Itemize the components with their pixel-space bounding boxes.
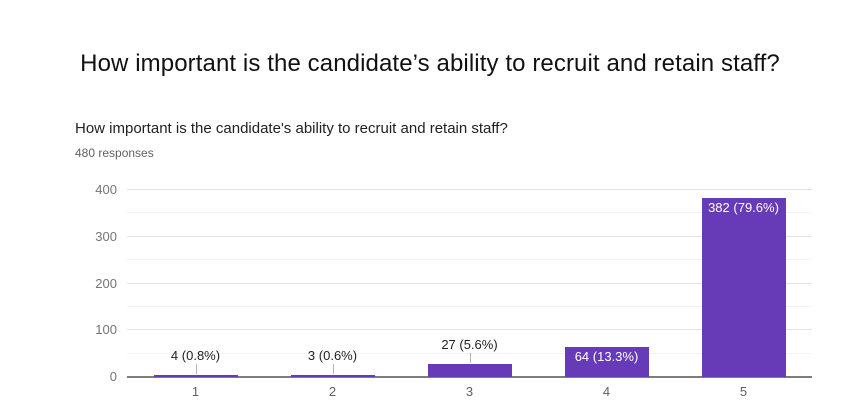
- y-axis-tick-label: 400: [95, 182, 117, 197]
- x-axis-tick-label: 4: [602, 384, 611, 399]
- major-gridline: [127, 329, 812, 331]
- bar-value-label: 4 (0.8%): [170, 348, 221, 363]
- label-connector-line: [469, 353, 471, 364]
- x-axis-tick-label: 5: [739, 384, 748, 399]
- minor-gridline: [127, 212, 812, 214]
- bar-value-label: 382 (79.6%): [708, 200, 779, 216]
- chart-title: How important is the candidate's ability…: [75, 120, 508, 137]
- major-gridline: [127, 235, 812, 237]
- y-axis: 0 100 200 300 400: [75, 183, 117, 383]
- x-axis-tick-label: 2: [328, 384, 337, 399]
- bar-value-label: 64 (13.3%): [574, 349, 639, 365]
- bar-rating-3: [427, 364, 512, 377]
- page-title: How important is the candidate’s ability…: [80, 50, 780, 77]
- label-connector-line: [332, 364, 334, 374]
- x-axis-baseline: [127, 376, 812, 378]
- minor-gridline: [127, 305, 812, 307]
- y-axis-tick-label: 100: [95, 322, 117, 338]
- x-axis-tick-label: 3: [465, 384, 474, 399]
- bar-value-label: 3 (0.6%): [307, 348, 358, 363]
- bar-value-label: 27 (5.6%): [441, 337, 498, 353]
- y-axis-tick-label: 300: [95, 228, 117, 244]
- y-axis-tick-label: 200: [95, 275, 117, 291]
- bar-chart-plot-area: 4 (0.8%) 1 3 (0.6%) 2 27 (5.6%) 3 64 (13.3%) 4 3…: [127, 189, 812, 399]
- minor-gridline: [127, 352, 812, 354]
- chart-response-count: 480 responses: [75, 146, 154, 160]
- bar-rating-4: 64 (13.3%): [564, 347, 649, 377]
- bar-rating-1: [153, 375, 238, 377]
- y-axis-tick-label: 0: [109, 369, 117, 384]
- minor-gridline: [127, 259, 812, 261]
- major-gridline: [127, 189, 812, 190]
- major-gridline: [127, 282, 812, 284]
- bar-rating-2: [290, 375, 375, 377]
- bar-rating-5: 382 (79.6%): [701, 198, 786, 377]
- label-connector-line: [195, 364, 197, 374]
- x-axis-tick-label: 1: [191, 384, 200, 399]
